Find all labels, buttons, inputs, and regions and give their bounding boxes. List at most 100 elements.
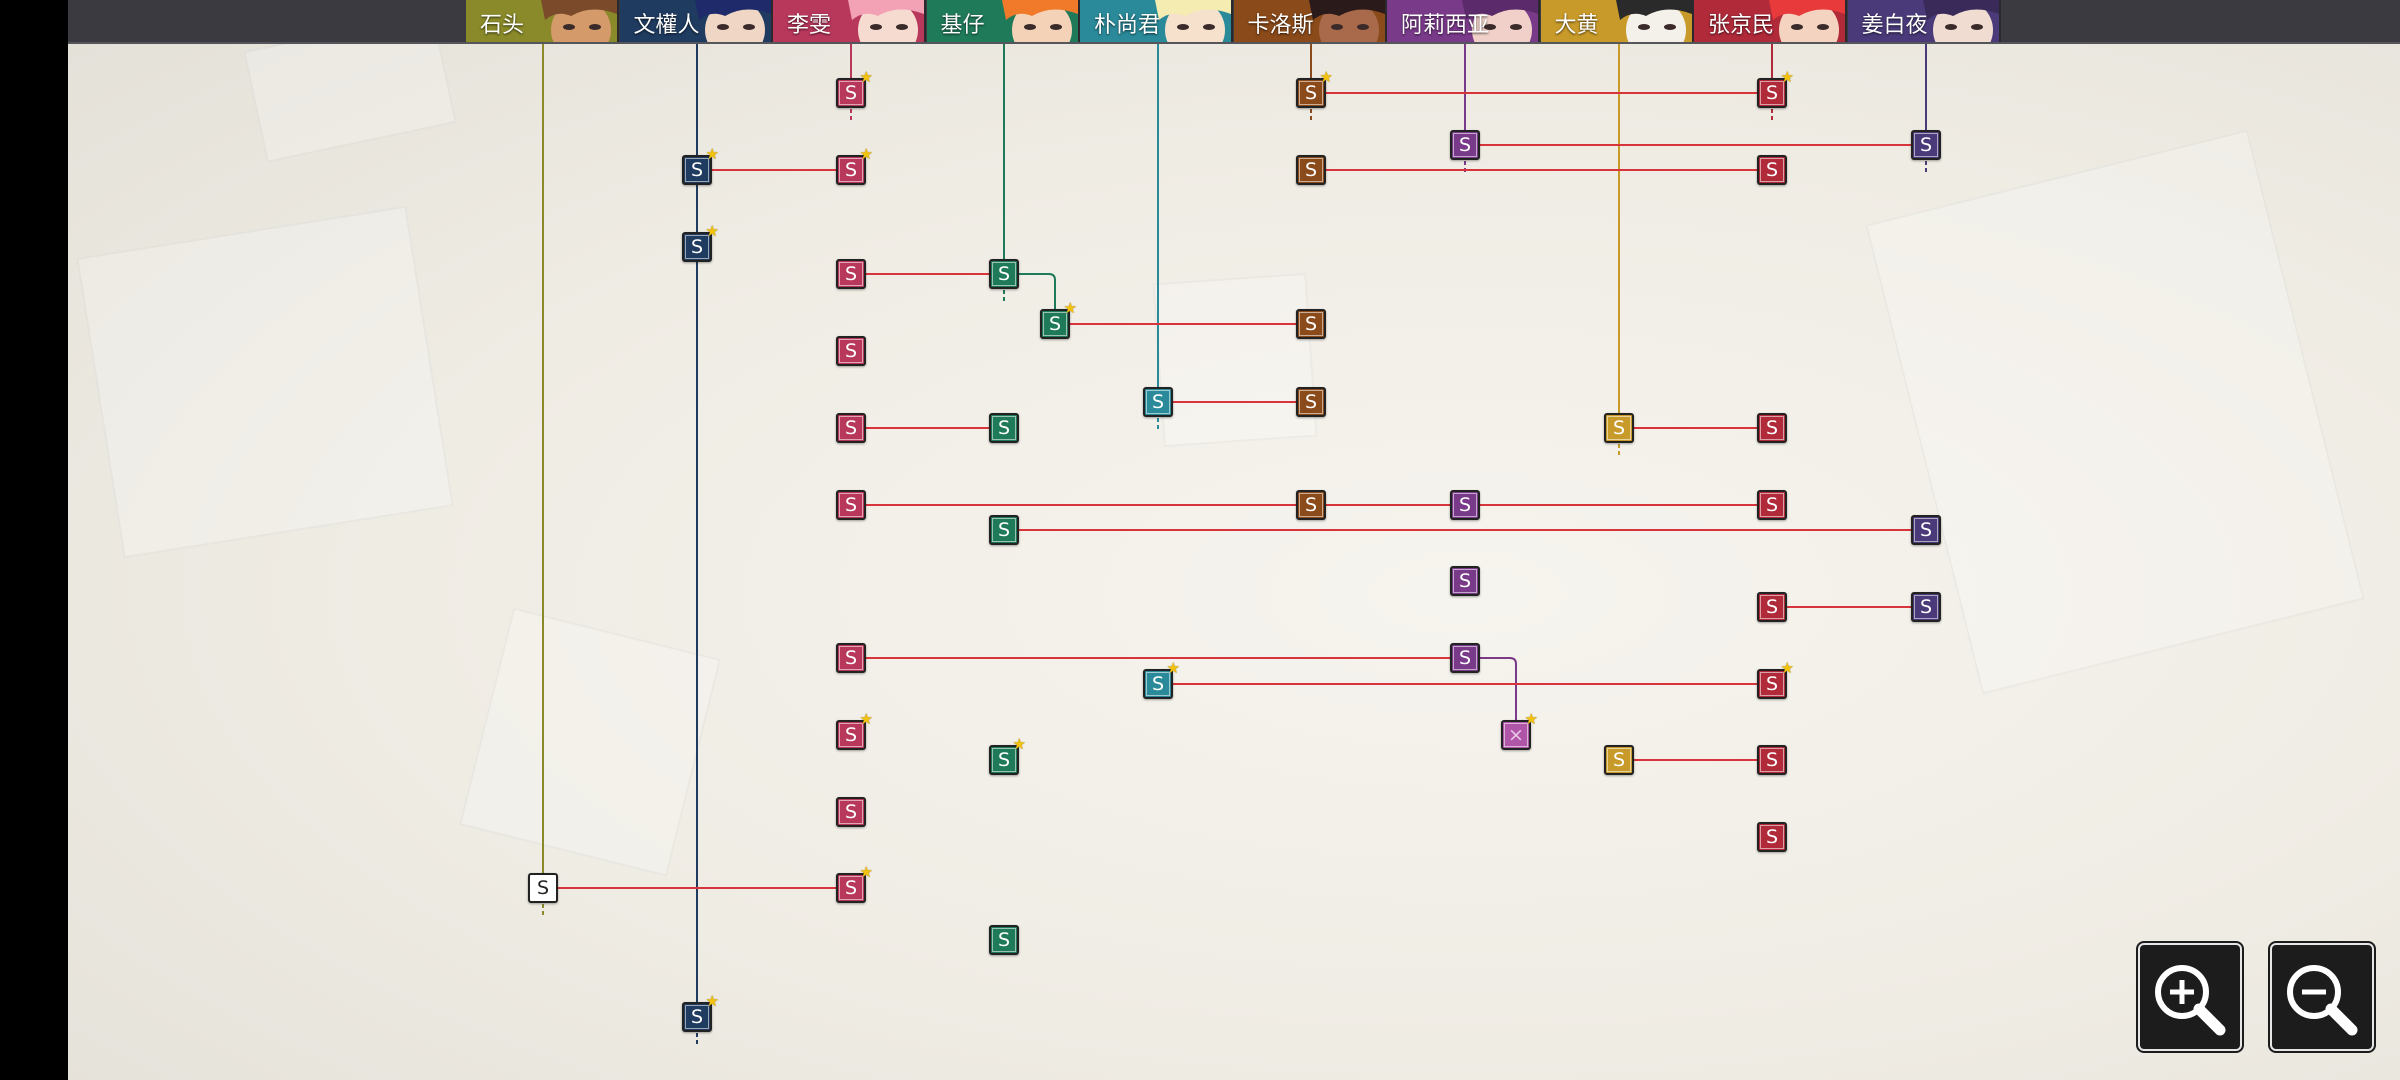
story-node[interactable]: S ★ <box>836 70 873 108</box>
story-node[interactable]: S <box>1757 592 1787 622</box>
story-node[interactable]: S <box>836 413 866 443</box>
character-tab-c3[interactable]: 李雯 <box>773 0 926 42</box>
story-node[interactable]: S <box>528 873 558 903</box>
story-node[interactable]: S <box>1143 387 1173 417</box>
story-node[interactable]: S <box>1757 490 1787 520</box>
node-label: S <box>1765 494 1779 516</box>
node-label: S <box>1612 417 1626 439</box>
story-node[interactable]: S <box>836 259 866 289</box>
character-tab-c6[interactable]: 卡洛斯 <box>1233 0 1387 42</box>
node-label: S <box>844 647 858 669</box>
character-name: 卡洛斯 <box>1247 13 1314 38</box>
story-node[interactable]: S <box>836 797 866 827</box>
character-name: 朴尚君 <box>1094 13 1161 38</box>
node-label: S <box>997 263 1011 285</box>
node-label: S <box>844 494 858 516</box>
story-node[interactable]: S <box>1757 822 1787 852</box>
story-node[interactable]: S ★ <box>682 147 719 185</box>
node-label: S <box>844 159 858 181</box>
character-portrait-icon <box>1769 0 1845 42</box>
zoom-in-icon <box>2155 965 2226 1036</box>
story-node[interactable]: S <box>836 336 866 366</box>
node-label: S <box>997 519 1011 541</box>
story-node[interactable]: S ★ <box>836 865 873 903</box>
story-node[interactable]: S <box>1604 745 1634 775</box>
story-node[interactable]: S ★ <box>1757 661 1794 699</box>
story-node[interactable]: S <box>1296 490 1326 520</box>
character-portrait-icon <box>1922 0 1999 42</box>
story-node[interactable]: S <box>836 490 866 520</box>
star-icon: ★ <box>1063 299 1077 317</box>
story-node[interactable]: S ★ <box>989 737 1026 775</box>
star-icon: ★ <box>1166 659 1180 677</box>
character-name: 张京民 <box>1708 13 1775 38</box>
story-node[interactable]: S ★ <box>836 147 873 185</box>
node-label: S <box>1458 570 1472 592</box>
zoom-in-button[interactable] <box>2138 943 2242 1051</box>
character-tab-c8[interactable]: 大黄 <box>1540 0 1694 42</box>
node-label: S <box>1304 82 1318 104</box>
story-node[interactable]: S <box>1757 413 1787 443</box>
node-label: S <box>1919 519 1933 541</box>
node-label: S <box>1304 313 1318 335</box>
story-node[interactable]: S <box>1757 745 1787 775</box>
character-tab-c9[interactable]: 张京民 <box>1694 0 1847 42</box>
character-tab-c7[interactable]: 阿莉西亚 <box>1387 0 1540 42</box>
chart-background[interactable] <box>68 0 2400 1080</box>
story-node[interactable]: S <box>989 515 1019 545</box>
character-tab-c1[interactable]: 石头 <box>466 0 619 42</box>
node-label: S <box>844 417 858 439</box>
story-node[interactable]: S ★ <box>682 224 719 262</box>
node-label: S <box>844 801 858 823</box>
character-name: 大黄 <box>1554 13 1599 38</box>
story-node[interactable]: S <box>989 925 1019 955</box>
node-label: S <box>1765 826 1779 848</box>
story-node[interactable]: S ★ <box>1040 301 1077 339</box>
node-label: S <box>1304 159 1318 181</box>
node-label: S <box>1458 647 1472 669</box>
character-portrait-icon <box>1001 0 1078 42</box>
story-node[interactable]: S <box>1604 413 1634 443</box>
node-label: S <box>844 82 858 104</box>
story-node[interactable]: S <box>1911 130 1941 160</box>
character-portrait-icon <box>1615 0 1692 42</box>
character-tab-c4[interactable]: 基仔 <box>926 0 1080 42</box>
zoom-out-button[interactable] <box>2270 943 2374 1051</box>
story-node[interactable]: S ★ <box>682 994 719 1032</box>
character-name: 基仔 <box>940 13 985 38</box>
story-node[interactable]: S <box>1296 155 1326 185</box>
story-node[interactable]: S <box>1296 309 1326 339</box>
story-node[interactable]: S ★ <box>1296 70 1333 108</box>
story-node[interactable]: S <box>1450 130 1480 160</box>
character-tab-c2[interactable]: 文權人 <box>619 0 773 42</box>
character-tab-c10[interactable]: 姜白夜 <box>1847 0 2001 42</box>
character-tab-c5[interactable]: 朴尚君 <box>1080 0 1233 42</box>
story-node[interactable]: S ★ <box>836 712 873 750</box>
star-icon: ★ <box>705 222 719 240</box>
character-name: 阿莉西亚 <box>1401 13 1490 38</box>
story-node[interactable]: S <box>1450 566 1480 596</box>
story-node[interactable]: S <box>1450 490 1480 520</box>
story-node[interactable]: S ★ <box>1757 70 1794 108</box>
story-node[interactable]: S <box>836 643 866 673</box>
character-portrait-icon <box>1462 0 1538 42</box>
star-icon: ★ <box>1319 68 1333 86</box>
story-node[interactable]: S <box>1296 387 1326 417</box>
story-node[interactable]: S <box>989 413 1019 443</box>
character-name: 石头 <box>480 13 525 38</box>
story-node[interactable]: S <box>989 259 1019 289</box>
node-label: S <box>1919 134 1933 156</box>
zoom-out-icon <box>2287 965 2358 1036</box>
node-label: S <box>690 236 704 258</box>
story-node[interactable]: S <box>1757 155 1787 185</box>
story-node[interactable]: S <box>1911 515 1941 545</box>
character-portrait-icon <box>694 0 771 42</box>
story-node[interactable]: S <box>1450 643 1480 673</box>
locked-story-node[interactable]: × ★ <box>1501 712 1538 750</box>
node-label: S <box>997 749 1011 771</box>
story-node[interactable]: S <box>1911 592 1941 622</box>
story-node[interactable]: S ★ <box>1143 661 1180 699</box>
node-label: S <box>1304 494 1318 516</box>
node-label: S <box>1765 159 1779 181</box>
